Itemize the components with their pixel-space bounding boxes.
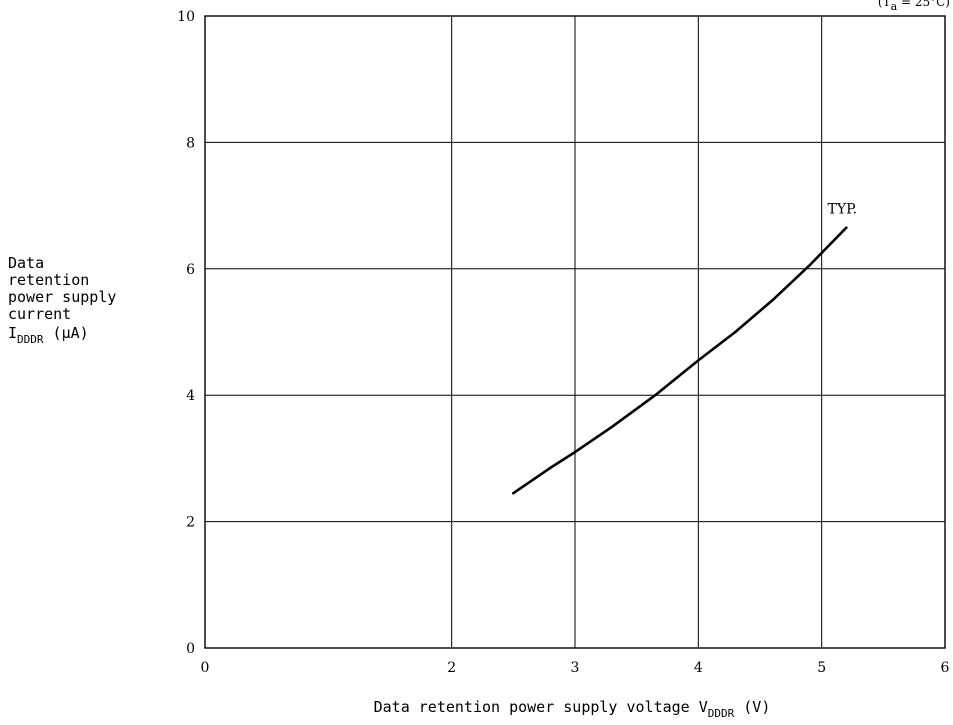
x-axis-title: Data retention power supply voltage VDDD…: [374, 698, 771, 720]
x-tick-label: 0: [201, 660, 210, 676]
x-tick-label: 6: [941, 660, 950, 676]
y-axis-title-line: retention: [8, 271, 89, 289]
y-tick-label: 8: [186, 135, 195, 151]
x-tick-label: 5: [817, 660, 826, 676]
y-tick-label: 0: [186, 641, 195, 657]
y-tick-label: 2: [186, 515, 195, 531]
y-axis-title-symbol: IDDDR (μA): [8, 324, 89, 346]
series-line: [511, 226, 848, 495]
y-axis-title-line: current: [8, 305, 71, 323]
y-axis-title-line: Data: [8, 254, 44, 272]
grid: [205, 16, 945, 648]
tick-labels: 0 2 3 4 5 6 0 2 4 6 8 10: [177, 9, 949, 676]
y-axis-title: Data retention power supply current IDDD…: [8, 254, 116, 346]
y-axis-title-line: power supply: [8, 288, 116, 306]
x-tick-label: 2: [447, 660, 456, 676]
y-tick-label: 6: [186, 262, 195, 278]
condition-label: (Ta = 25°C): [878, 0, 950, 13]
plot-frame: [204, 15, 946, 649]
y-tick-label: 10: [177, 9, 195, 25]
series-label: TYP.: [828, 202, 858, 218]
series: TYP.: [511, 202, 858, 495]
x-tick-label: 3: [571, 660, 580, 676]
x-tick-label: 4: [694, 660, 703, 676]
y-tick-label: 4: [186, 388, 195, 404]
